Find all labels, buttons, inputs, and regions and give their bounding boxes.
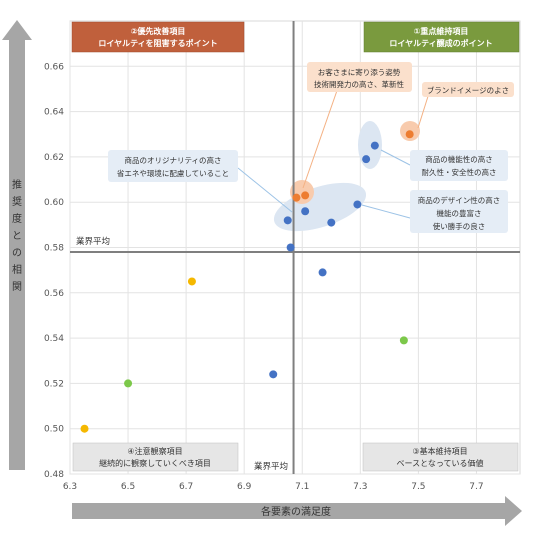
scatter-point <box>318 268 327 277</box>
svg-text:ブランドイメージのよさ: ブランドイメージのよさ <box>427 85 509 95</box>
scatter-point <box>292 193 301 202</box>
svg-text:ロイヤルティを阻害するポイント: ロイヤルティを阻害するポイント <box>98 38 217 48</box>
scatter-point <box>399 336 408 345</box>
y-tick-label: 0.58 <box>44 244 64 254</box>
annotation-orange-brand: ブランドイメージのよさ <box>422 82 514 97</box>
scatter-point <box>187 277 196 286</box>
quadrant-1-box: ①重点維持項目 ロイヤルティ醸成のポイント <box>363 21 520 53</box>
svg-text:商品のデザイン性の高さ: 商品のデザイン性の高さ <box>418 195 501 205</box>
scatter-point <box>353 200 362 209</box>
y-average-label: 業界平均 <box>76 236 110 247</box>
scatter-point <box>405 130 414 139</box>
x-tick-label: 7.5 <box>411 482 425 492</box>
y-tick-label: 0.54 <box>44 334 64 344</box>
y-tick-label: 0.66 <box>44 62 64 72</box>
scatter-point <box>124 379 133 388</box>
y-tick-label: 0.50 <box>44 425 64 435</box>
svg-text:使い勝手の良さ: 使い勝手の良さ <box>433 221 486 231</box>
annotation-connectors <box>237 81 431 219</box>
svg-text:②優先改善項目: ②優先改善項目 <box>131 26 186 36</box>
y-axis-title: 推奨度との相関 <box>12 178 22 293</box>
y-tick-label: 0.52 <box>44 379 64 389</box>
y-tick-label: 0.56 <box>44 289 64 299</box>
x-average-label: 業界平均 <box>254 461 288 472</box>
svg-text:商品の機能性の高さ: 商品の機能性の高さ <box>425 154 493 164</box>
annotation-orange-main: お客さまに寄り添う姿勢 技術開発力の高さ、革新性 <box>307 62 412 92</box>
y-tick-label: 0.48 <box>44 470 64 480</box>
svg-text:①重点維持項目: ①重点維持項目 <box>414 26 469 36</box>
svg-text:商品のオリジナリティの高さ: 商品のオリジナリティの高さ <box>124 155 221 165</box>
svg-text:耐久性・安全性の高さ: 耐久性・安全性の高さ <box>422 167 497 177</box>
x-tick-label: 7.3 <box>353 482 367 492</box>
scatter-point <box>283 216 292 225</box>
svg-text:継続的に観察していくべき項目: 継続的に観察していくべき項目 <box>99 458 211 468</box>
x-tick-label: 7.1 <box>295 482 309 492</box>
svg-text:ベースとなっている価値: ベースとなっている価値 <box>397 458 484 468</box>
scatter-point <box>80 424 89 433</box>
x-axis-arrow <box>72 496 522 526</box>
svg-text:③基本維持項目: ③基本維持項目 <box>412 446 467 456</box>
annotation-blue-left: 商品のオリジナリティの高さ 省エネや環境に配慮していること <box>108 150 238 182</box>
quadrant-4-box: ④注意観察項目 継続的に観察していくべき項目 <box>72 442 239 472</box>
data-points <box>80 130 414 433</box>
annotation-blue-right-top: 商品の機能性の高さ 耐久性・安全性の高さ <box>410 150 508 181</box>
scatter-point <box>327 218 336 227</box>
scatter-point <box>301 207 310 216</box>
y-tick-label: 0.60 <box>44 198 64 208</box>
x-tick-label: 7.7 <box>469 482 483 492</box>
y-tick-label: 0.62 <box>44 153 64 163</box>
scatter-point <box>286 243 295 252</box>
y-tick-labels: 0.48 0.50 0.52 0.54 0.56 0.58 0.60 0.62 0.64 0.66 <box>44 62 64 480</box>
svg-text:お客さまに寄り添う姿勢: お客さまに寄り添う姿勢 <box>318 67 401 77</box>
quadrant-3-box: ③基本維持項目 ベースとなっている価値 <box>362 442 519 472</box>
svg-text:④注意観察項目: ④注意観察項目 <box>127 446 182 456</box>
svg-text:機能の豊富さ: 機能の豊富さ <box>437 208 482 218</box>
x-tick-labels: 6.3 6.5 6.7 6.9 7.1 7.3 7.5 7.7 <box>63 482 484 492</box>
scatter-point <box>301 191 310 200</box>
scatter-point <box>362 155 371 164</box>
svg-text:省エネや環境に配慮していること: 省エネや環境に配慮していること <box>117 168 229 178</box>
annotation-blue-right-bottom: 商品のデザイン性の高さ 機能の豊富さ 使い勝手の良さ <box>410 190 508 233</box>
scatter-point <box>269 370 278 379</box>
svg-text:ロイヤルティ醸成のポイント: ロイヤルティ醸成のポイント <box>389 38 492 48</box>
x-tick-label: 6.3 <box>63 482 77 492</box>
x-tick-label: 6.9 <box>237 482 252 492</box>
y-tick-label: 0.64 <box>44 108 64 118</box>
svg-text:技術開発力の高さ、革新性: 技術開発力の高さ、革新性 <box>314 79 404 89</box>
x-axis-title: 各要素の満足度 <box>261 505 331 518</box>
scatter-point <box>370 141 379 150</box>
x-tick-label: 6.5 <box>121 482 135 492</box>
quadrant-2-box: ②優先改善項目 ロイヤルティを阻害するポイント <box>71 21 245 53</box>
y-axis-arrow <box>2 20 32 470</box>
x-tick-label: 6.7 <box>179 482 193 492</box>
